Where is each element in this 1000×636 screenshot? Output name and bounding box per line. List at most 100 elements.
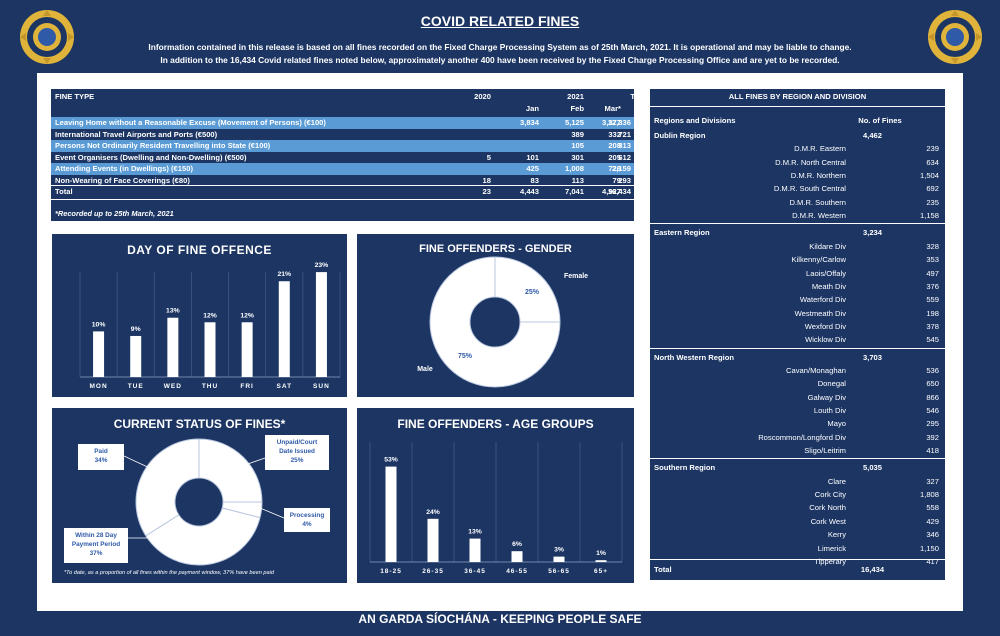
garda-crest-icon xyxy=(20,10,74,64)
region-total: 5,035 xyxy=(862,463,882,473)
table-total-row: Total 23 4,443 7,041 4,927 16,434 xyxy=(51,186,634,198)
cell-jan: 83 xyxy=(530,175,539,185)
division-row: D.M.R. South Central 692 xyxy=(650,182,945,195)
division-row: Kerry 346 xyxy=(650,528,945,541)
region-total: 3,234 xyxy=(862,228,882,238)
cell-total: 313 xyxy=(618,141,631,150)
bar-18-25 xyxy=(385,466,397,562)
division-row: Clare 327 xyxy=(650,475,945,488)
division-name: Cork West xyxy=(810,516,846,526)
cell-mar: 332 xyxy=(608,129,621,139)
division-value: 558 xyxy=(926,503,939,513)
tick-label: 36-45 xyxy=(464,568,486,575)
division-row: Wicklow Div 545 xyxy=(650,333,945,346)
division-value: 328 xyxy=(926,241,939,251)
division-row: D.M.R. Southern 235 xyxy=(650,196,945,209)
data-label: 9% xyxy=(131,326,141,333)
total-mar: 4,927 xyxy=(601,187,621,196)
callout-processing-box xyxy=(284,508,330,532)
division-name: D.M.R. North Central xyxy=(775,157,846,167)
page-title: COVID RELATED FINES xyxy=(420,13,580,29)
division-name: Kildare Div xyxy=(809,241,846,251)
callout-within-28-text: Within 28 Day xyxy=(75,532,117,539)
division-name: Westmeath Div xyxy=(794,308,846,318)
tick-label: FRI xyxy=(240,383,253,390)
cell-jan: 3,834 xyxy=(519,118,539,127)
slice-paid xyxy=(135,438,200,537)
bar-36-45 xyxy=(469,538,481,562)
division-value: 418 xyxy=(926,446,939,456)
division-value: 1,808 xyxy=(919,490,939,500)
data-label: 21% xyxy=(277,271,291,278)
chart-title: DAY OF FINE OFFENCE xyxy=(127,243,272,257)
table-subheader-row: Jan Feb Mar* xyxy=(51,103,634,115)
total-value: 16,434 xyxy=(860,565,885,574)
cell-label: Event Organisers (Dwelling and Non-Dwell… xyxy=(55,152,247,162)
cell-total: 293 xyxy=(618,175,631,185)
col-2020: 2020 xyxy=(474,92,491,101)
cell-label: Persons Not Ordinarily Resident Travelli… xyxy=(55,141,271,150)
status-note: *To date, as a proportion of all fines w… xyxy=(64,570,275,576)
division-row: D.M.R. Northern 1,504 xyxy=(650,169,945,182)
total-label: Total xyxy=(55,187,73,196)
division-name: Sligo/Leitrim xyxy=(804,446,846,456)
data-label: 12% xyxy=(240,312,254,319)
division-name: Laois/Offaly xyxy=(806,268,846,278)
division-name: D.M.R. Northern xyxy=(790,171,846,181)
division-value: 536 xyxy=(926,365,939,375)
division-name: Cavan/Monaghan xyxy=(786,365,846,375)
division-value: 692 xyxy=(926,184,939,194)
division-name: Kilkenny/Carlow xyxy=(791,255,846,265)
cell-total: 721 xyxy=(618,129,631,139)
table-row: Event Organisers (Dwelling and Non-Dwell… xyxy=(51,152,634,164)
division-row: Sligo/Leitrim 418 xyxy=(650,444,945,457)
division-row: Kildare Div 328 xyxy=(650,240,945,253)
divider xyxy=(650,223,945,225)
leader-line xyxy=(259,507,285,519)
col-fines: No. of Fines xyxy=(858,116,902,125)
status-chart: Unpaid/Court Date Issued 25% Processing 4% Wi… xyxy=(64,435,330,566)
data-label: 10% xyxy=(92,321,106,328)
region-table: ALL FINES BY REGION AND DIVISION Regions… xyxy=(650,89,945,580)
division-name: Wicklow Div xyxy=(805,335,846,345)
division-name: D.M.R. Eastern xyxy=(794,144,846,154)
division-name: Roscommon/Longford Div xyxy=(758,432,846,442)
data-label: 23% xyxy=(315,262,329,269)
divider xyxy=(51,185,634,186)
tick-label: 26-35 xyxy=(422,568,444,575)
division-row: Wexford Div 378 xyxy=(650,320,945,333)
bar-fri xyxy=(241,322,253,377)
division-value: 545 xyxy=(926,335,939,345)
header: COVID RELATED FINES Information containe… xyxy=(0,0,1000,72)
table-row: Non-Wearing of Face Coverings (€80) 18 83 1… xyxy=(51,175,634,187)
region-name: Eastern Region xyxy=(654,228,710,238)
division-row: Westmeath Div 198 xyxy=(650,307,945,320)
callout-unpaid-text: Date Issued xyxy=(279,448,315,455)
division-value: 1,150 xyxy=(919,543,939,553)
region-col-header: Regions and Divisions No. of Fines xyxy=(650,114,945,127)
tick-label: WED xyxy=(164,383,182,390)
division-value: 198 xyxy=(926,308,939,318)
division-value: 417 xyxy=(926,556,939,566)
cell-total: 2,159 xyxy=(611,164,631,173)
cell-feb: 113 xyxy=(571,175,584,185)
garda-crest-icon xyxy=(928,10,982,64)
age-chart-box: FINE OFFENDERS - AGE GROUPS 53% 18-25 24% 2… xyxy=(357,408,634,583)
callout-paid-text: Paid xyxy=(94,448,108,455)
division-value: 497 xyxy=(926,268,939,278)
data-label: 13% xyxy=(468,529,482,536)
division-row: Limerick 1,150 xyxy=(650,542,945,555)
col-mar: Mar* xyxy=(604,104,621,113)
data-label: 13% xyxy=(166,308,180,315)
total-total: 16,434 xyxy=(607,187,631,196)
callout-paid-text: 34% xyxy=(95,457,108,464)
bar-thu xyxy=(204,322,216,377)
chart-title: FINE OFFENDERS - GENDER xyxy=(419,243,572,255)
table-note: *Recorded up to 25th March, 2021 xyxy=(55,209,174,218)
division-value: 376 xyxy=(926,281,939,291)
division-row: Mayo 295 xyxy=(650,417,945,430)
table-row: Leaving Home without a Reasonable Excuse… xyxy=(51,117,634,129)
callout-processing-text: 4% xyxy=(302,521,312,528)
bar-65- xyxy=(595,560,607,562)
division-value: 650 xyxy=(926,379,939,389)
